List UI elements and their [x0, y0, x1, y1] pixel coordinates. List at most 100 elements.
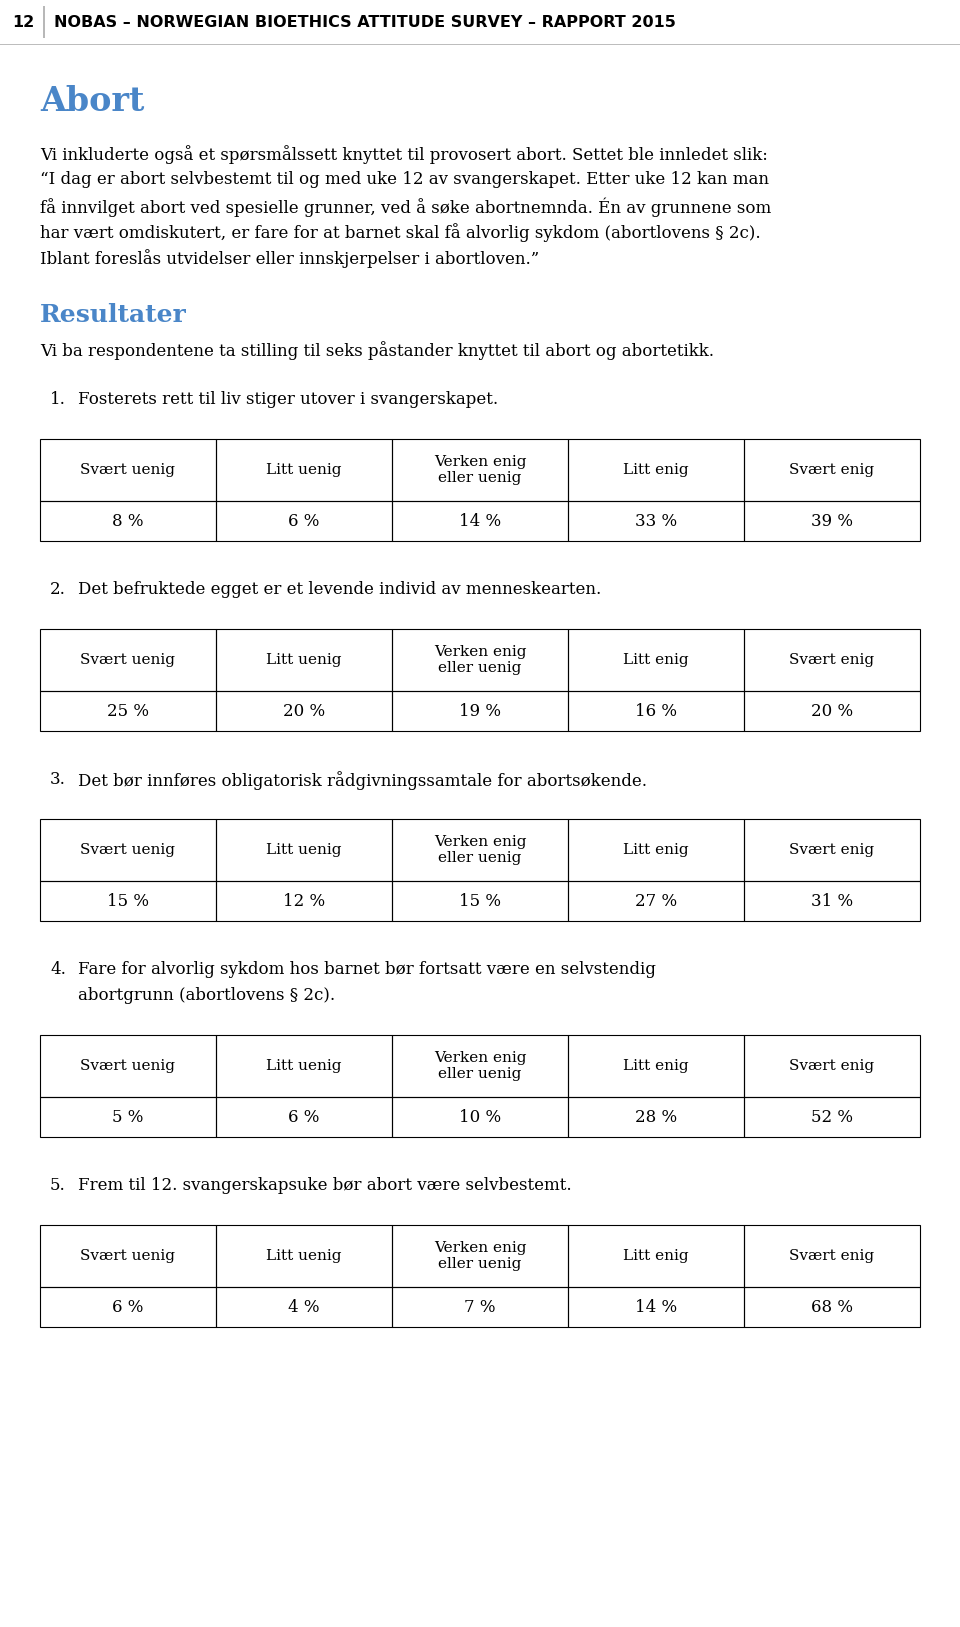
Text: Litt uenig: Litt uenig — [266, 652, 342, 667]
Text: Fosterets rett til liv stiger utover i svangerskapet.: Fosterets rett til liv stiger utover i s… — [78, 390, 498, 408]
Bar — [744, 880, 920, 921]
Text: 12: 12 — [12, 15, 35, 29]
Text: 8 %: 8 % — [112, 513, 144, 529]
Bar — [40, 501, 216, 542]
Text: Iblant foreslås utvidelser eller innskjerpelser i abortloven.”: Iblant foreslås utvidelser eller innskje… — [40, 249, 540, 268]
Text: 68 %: 68 % — [811, 1298, 853, 1316]
Bar — [392, 501, 568, 542]
Text: Det bør innføres obligatorisk rådgivningssamtale for abortsøkende.: Det bør innføres obligatorisk rådgivning… — [78, 771, 647, 789]
Bar — [568, 1097, 744, 1137]
Bar — [40, 880, 216, 921]
Text: Verken enig
eller uenig: Verken enig eller uenig — [434, 456, 526, 485]
Bar — [216, 439, 392, 501]
Text: Svært enig: Svært enig — [789, 843, 875, 857]
Text: 5.: 5. — [50, 1176, 65, 1194]
Text: Frem til 12. svangerskapsuke bør abort være selvbestemt.: Frem til 12. svangerskapsuke bør abort v… — [78, 1176, 571, 1194]
Text: 15 %: 15 % — [107, 893, 149, 909]
Text: 16 %: 16 % — [635, 703, 677, 719]
Text: Litt uenig: Litt uenig — [266, 843, 342, 857]
Bar — [392, 439, 568, 501]
Bar — [216, 630, 392, 691]
Text: 6 %: 6 % — [288, 1108, 320, 1126]
Text: Svært uenig: Svært uenig — [81, 1059, 176, 1072]
Text: 39 %: 39 % — [811, 513, 853, 529]
Text: Verken enig
eller uenig: Verken enig eller uenig — [434, 644, 526, 675]
Bar — [392, 1035, 568, 1097]
Text: Svært enig: Svært enig — [789, 652, 875, 667]
Bar — [392, 880, 568, 921]
Text: Svært uenig: Svært uenig — [81, 1250, 176, 1263]
Text: Vi ba respondentene ta stilling til seks påstander knyttet til abort og aborteti: Vi ba respondentene ta stilling til seks… — [40, 342, 714, 360]
Text: 6 %: 6 % — [288, 513, 320, 529]
Bar — [744, 1287, 920, 1328]
Text: 28 %: 28 % — [635, 1108, 677, 1126]
Text: Vi inkluderte også et spørsmålssett knyttet til provosert abort. Settet ble innl: Vi inkluderte også et spørsmålssett knyt… — [40, 145, 768, 164]
Text: abortgrunn (abortlovens § 2c).: abortgrunn (abortlovens § 2c). — [78, 988, 335, 1004]
Text: Fare for alvorlig sykdom hos barnet bør fortsatt være en selvstendig: Fare for alvorlig sykdom hos barnet bør … — [78, 962, 656, 978]
Bar — [216, 1035, 392, 1097]
Bar — [40, 630, 216, 691]
Text: Det befruktede egget er et levende individ av menneskearten.: Det befruktede egget er et levende indiv… — [78, 581, 601, 599]
Text: 2.: 2. — [50, 581, 66, 599]
Text: 10 %: 10 % — [459, 1108, 501, 1126]
Text: “I dag er abort selvbestemt til og med uke 12 av svangerskapet. Etter uke 12 kan: “I dag er abort selvbestemt til og med u… — [40, 171, 769, 189]
Bar — [568, 1035, 744, 1097]
Text: Svært enig: Svært enig — [789, 1250, 875, 1263]
Bar — [40, 1225, 216, 1287]
Text: har vært omdiskutert, er fare for at barnet skal få alvorlig sykdom (abortlovens: har vært omdiskutert, er fare for at bar… — [40, 223, 760, 242]
Bar — [568, 1287, 744, 1328]
Bar — [744, 1035, 920, 1097]
Text: Litt enig: Litt enig — [623, 1059, 689, 1072]
Bar — [744, 1225, 920, 1287]
Bar — [392, 1097, 568, 1137]
Bar — [744, 818, 920, 880]
Bar — [40, 1035, 216, 1097]
Text: 4.: 4. — [50, 962, 66, 978]
Text: Litt uenig: Litt uenig — [266, 1250, 342, 1263]
Text: 19 %: 19 % — [459, 703, 501, 719]
Bar — [216, 501, 392, 542]
Text: 33 %: 33 % — [635, 513, 677, 529]
Text: Litt enig: Litt enig — [623, 843, 689, 857]
Bar — [744, 439, 920, 501]
Bar — [568, 691, 744, 731]
Bar — [40, 439, 216, 501]
Text: Resultater: Resultater — [40, 303, 187, 327]
Bar — [744, 691, 920, 731]
Text: 20 %: 20 % — [811, 703, 853, 719]
Text: 3.: 3. — [50, 771, 66, 787]
Bar — [744, 1097, 920, 1137]
Bar — [568, 439, 744, 501]
Bar — [392, 630, 568, 691]
Text: få innvilget abort ved spesielle grunner, ved å søke abortnemnda. Én av grunnene: få innvilget abort ved spesielle grunner… — [40, 197, 771, 216]
Text: 20 %: 20 % — [283, 703, 325, 719]
Bar — [40, 1287, 216, 1328]
Text: Litt enig: Litt enig — [623, 464, 689, 477]
Text: 52 %: 52 % — [811, 1108, 853, 1126]
Bar — [216, 818, 392, 880]
Bar — [216, 1097, 392, 1137]
Text: Svært enig: Svært enig — [789, 464, 875, 477]
Text: Verken enig
eller uenig: Verken enig eller uenig — [434, 835, 526, 866]
Bar — [392, 1287, 568, 1328]
Text: 27 %: 27 % — [635, 893, 677, 909]
Bar — [392, 691, 568, 731]
Bar — [40, 691, 216, 731]
Text: 4 %: 4 % — [288, 1298, 320, 1316]
Text: Svært enig: Svært enig — [789, 1059, 875, 1072]
Bar — [568, 1225, 744, 1287]
Bar — [216, 691, 392, 731]
Text: 25 %: 25 % — [107, 703, 149, 719]
Text: NOBAS – NORWEGIAN BIOETHICS ATTITUDE SURVEY – RAPPORT 2015: NOBAS – NORWEGIAN BIOETHICS ATTITUDE SUR… — [54, 15, 676, 29]
Text: 31 %: 31 % — [811, 893, 853, 909]
Bar — [744, 501, 920, 542]
Text: Svært uenig: Svært uenig — [81, 843, 176, 857]
Bar — [568, 818, 744, 880]
Bar — [568, 880, 744, 921]
Bar — [392, 1225, 568, 1287]
Bar — [216, 880, 392, 921]
Text: 1.: 1. — [50, 390, 66, 408]
Text: Litt uenig: Litt uenig — [266, 464, 342, 477]
Bar — [568, 630, 744, 691]
Text: Abort: Abort — [40, 85, 144, 119]
